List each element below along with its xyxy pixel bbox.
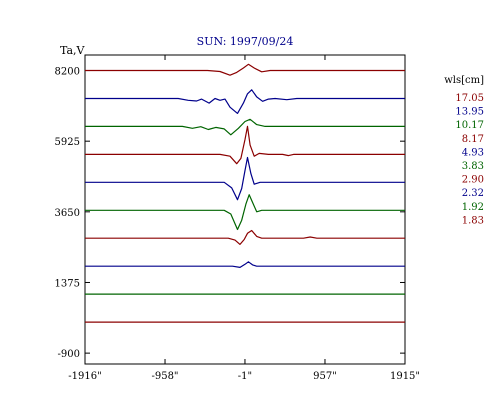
legend-entry: 13.95: [455, 107, 484, 118]
y-tick-label: 8200: [55, 67, 80, 78]
legend-title: wls[cm]: [444, 75, 484, 86]
series-line-8: [85, 261, 405, 268]
legend-entry: 10.17: [455, 120, 484, 131]
series-line-3: [85, 118, 405, 136]
legend-entry: 2.90: [462, 175, 484, 186]
series-line-2: [85, 89, 405, 115]
legend-entry: 8.17: [462, 134, 484, 145]
legend-entry: 1.83: [462, 215, 484, 226]
y-axis-label: Ta,V: [60, 44, 86, 57]
x-tick-label: 957": [313, 371, 337, 382]
y-tick-label: 5925: [55, 137, 80, 148]
series-line-7: [85, 229, 405, 245]
series-line-6: [85, 194, 405, 231]
legend-entry: 2.32: [462, 188, 484, 199]
series-line-1: [85, 63, 405, 76]
legend-entry: 17.05: [455, 93, 484, 104]
series-line-4: [85, 125, 405, 165]
x-tick-label: -958": [151, 371, 178, 382]
legend-entry: 1.92: [462, 202, 484, 213]
legend: 17.05 13.95 10.17 8.17 4.93 3.83 2.90 2.32 1.92 1…: [455, 93, 484, 226]
y-tick-label: -900: [58, 349, 80, 360]
x-tick-label: -1916": [68, 371, 101, 382]
legend-entry: 4.93: [462, 147, 484, 158]
y-tick-label: 3650: [55, 208, 80, 219]
y-tick-label: 1375: [55, 278, 80, 289]
x-tick-label: 1915": [390, 371, 420, 382]
series-line-5: [85, 156, 405, 201]
series-group: [85, 63, 405, 323]
y-axis-ticks: 8200 5925 3650 1375 -900: [55, 67, 405, 360]
x-axis-ticks: -1916" -958" -1" 957" 1915": [68, 55, 420, 382]
chart-title: SUN: 1997/09/24: [197, 35, 294, 48]
legend-entry: 3.83: [462, 161, 484, 172]
x-tick-label: -1": [238, 371, 252, 382]
